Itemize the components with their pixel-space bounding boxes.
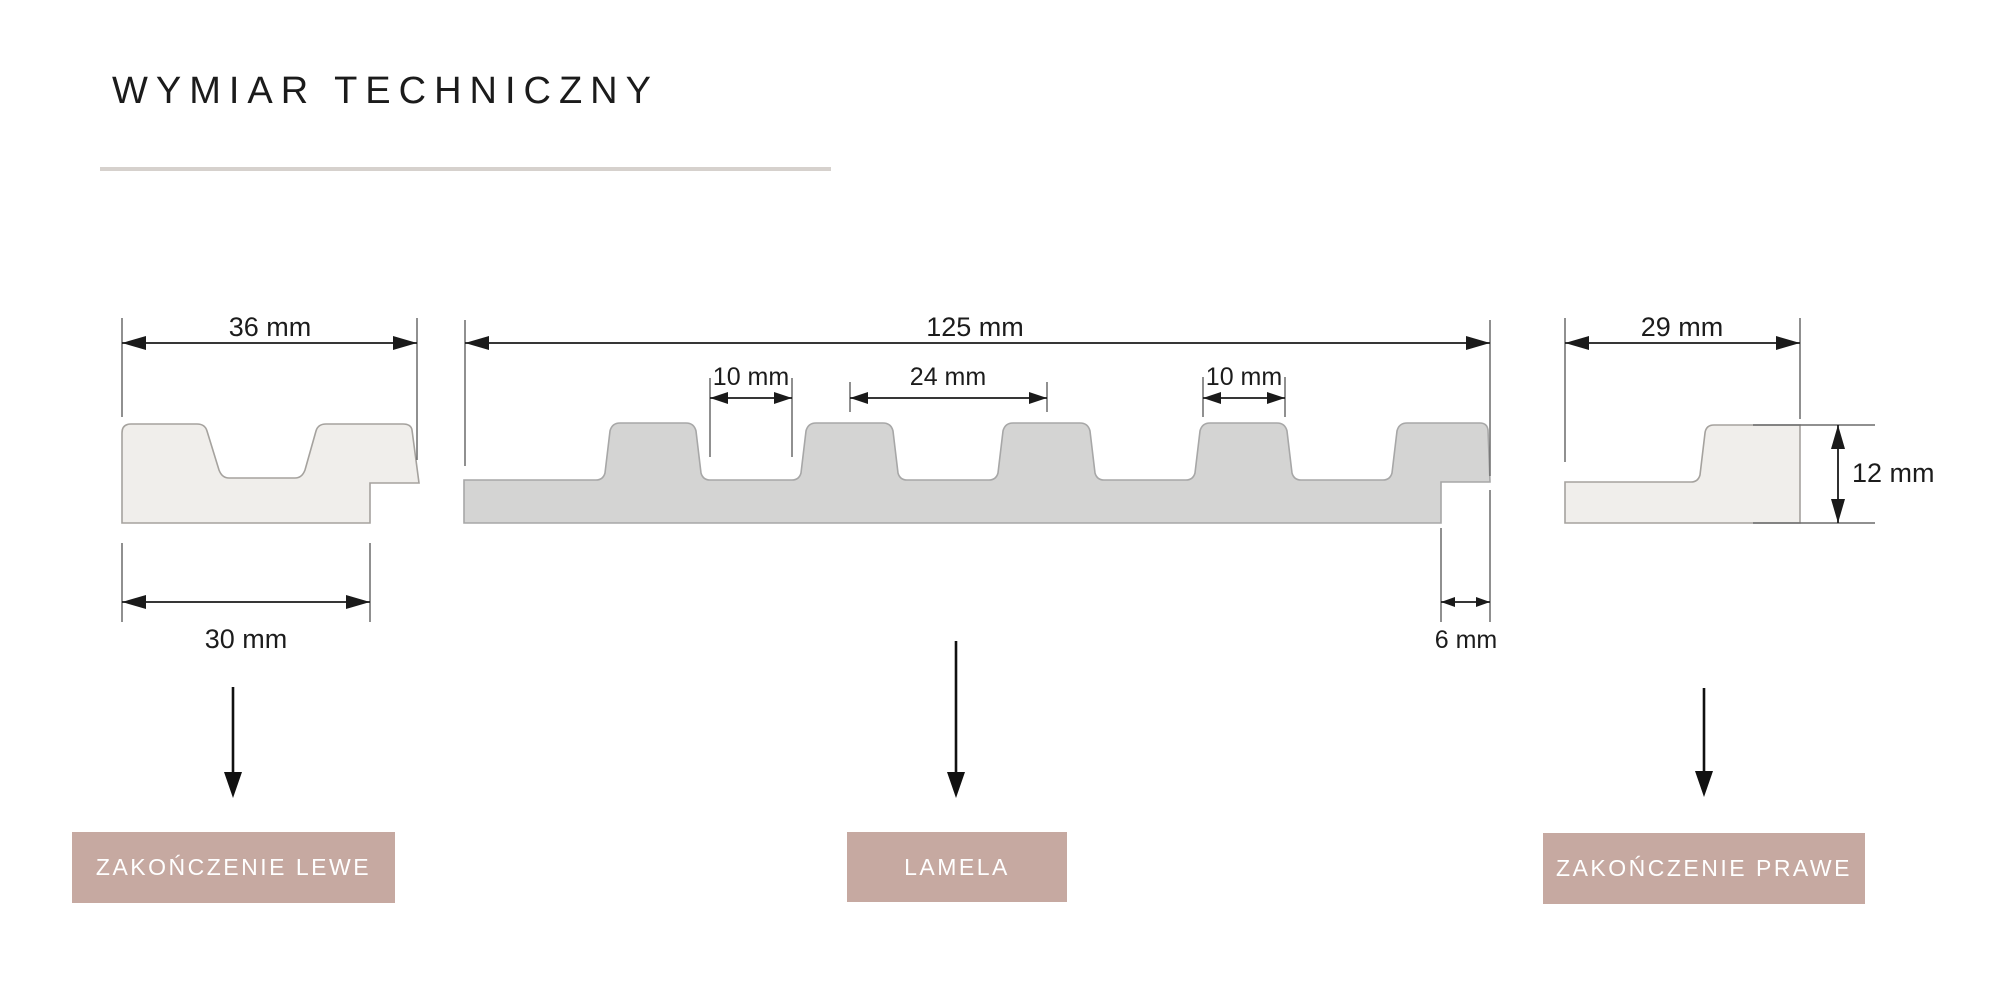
arrowhead-right-icon xyxy=(346,595,370,609)
dimension-lamela-total-width: 125 mm xyxy=(464,312,1491,476)
left-end-profile-shape xyxy=(121,423,420,524)
dimension-right-width: 29 mm xyxy=(1564,312,1801,462)
arrow-down-icon xyxy=(947,772,965,798)
label-lamela: LAMELA xyxy=(847,832,1067,902)
arrow-down-icon xyxy=(224,772,242,798)
lamela-profile: 125 mm 10 mm 24 mm xyxy=(463,312,1498,654)
title-underline xyxy=(100,167,831,171)
arrowhead-right-icon xyxy=(1476,597,1490,607)
label-right-end-text: ZAKOŃCZENIE PRAWE xyxy=(1556,855,1852,881)
arrowhead-left-icon xyxy=(122,336,146,350)
dimension-lamela-lip-width: 6 mm xyxy=(1435,490,1498,654)
pointer-arrow-left-end xyxy=(224,687,242,798)
label-left-end-text: ZAKOŃCZENIE LEWE xyxy=(95,854,372,880)
dimension-value: 30 mm xyxy=(205,624,288,654)
arrowhead-right-icon xyxy=(1776,336,1800,350)
right-end-profile-shape xyxy=(1564,424,1801,524)
pointer-arrow-right-end xyxy=(1695,688,1713,797)
dimension-value: 12 mm xyxy=(1852,458,1935,488)
dimension-value: 125 mm xyxy=(926,312,1024,342)
pointer-arrow-lamela xyxy=(947,641,965,798)
dimension-right-thickness: 12 mm xyxy=(1753,424,1935,524)
dimension-value: 24 mm xyxy=(910,363,986,391)
dimension-lamela-groove-width: 10 mm xyxy=(709,363,793,457)
label-left-end: ZAKOŃCZENIE LEWE xyxy=(72,832,395,903)
label-right-end: ZAKOŃCZENIE PRAWE xyxy=(1543,833,1865,904)
arrowhead-left-icon xyxy=(710,392,728,404)
arrowhead-right-icon xyxy=(1466,336,1490,350)
arrowhead-left-icon xyxy=(850,392,868,404)
dimension-value: 36 mm xyxy=(229,312,312,342)
arrowhead-left-icon xyxy=(465,336,489,350)
dimension-value: 6 mm xyxy=(1435,626,1498,654)
dimension-left-top-width: 36 mm xyxy=(121,312,418,460)
arrowhead-right-icon xyxy=(393,336,417,350)
arrowhead-left-icon xyxy=(1565,336,1589,350)
arrowhead-left-icon xyxy=(122,595,146,609)
dimension-value: 10 mm xyxy=(713,363,789,391)
arrowhead-right-icon xyxy=(1267,392,1285,404)
label-lamela-text: LAMELA xyxy=(904,853,1010,880)
dimension-left-base-width: 30 mm xyxy=(121,543,371,654)
arrowhead-up-icon xyxy=(1831,425,1845,449)
arrowhead-right-icon xyxy=(774,392,792,404)
right-end-profile: 29 mm 12 mm xyxy=(1564,312,1935,524)
arrowhead-left-icon xyxy=(1441,597,1455,607)
arrowhead-down-icon xyxy=(1831,499,1845,523)
dimension-lamela-slat-width: 10 mm xyxy=(1202,363,1286,417)
lamela-profile-shape xyxy=(463,422,1491,524)
left-end-profile: 36 mm 30 mm xyxy=(121,312,420,654)
arrowhead-right-icon xyxy=(1029,392,1047,404)
arrow-down-icon xyxy=(1695,771,1713,797)
arrowhead-left-icon xyxy=(1203,392,1221,404)
dimension-value: 29 mm xyxy=(1641,312,1724,342)
dimension-lamela-slat-pitch: 24 mm xyxy=(849,363,1048,412)
dimension-value: 10 mm xyxy=(1206,363,1282,391)
page-title: WYMIAR TECHNICZNY xyxy=(112,70,659,112)
